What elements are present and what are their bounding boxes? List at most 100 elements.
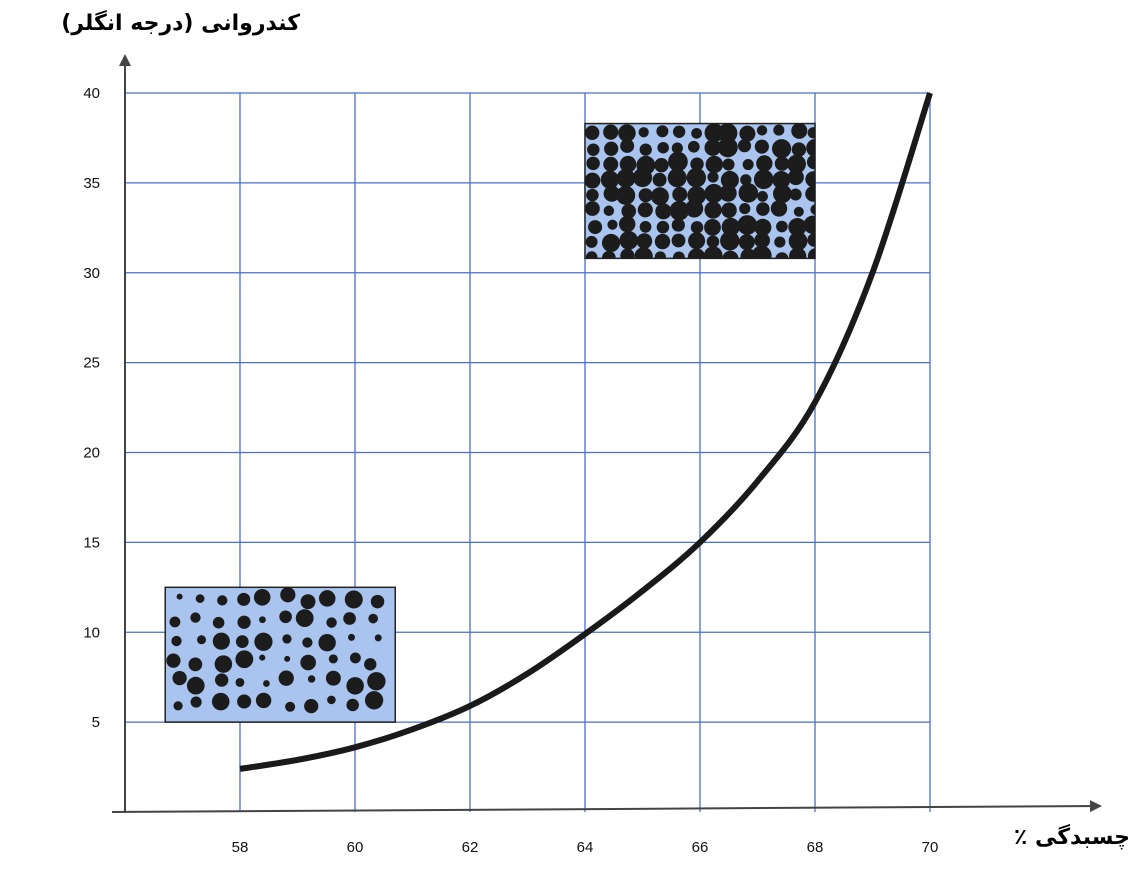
- aggregate-particle: [346, 698, 359, 712]
- aggregate-particle: [756, 155, 773, 172]
- aggregate-particle: [304, 699, 319, 714]
- aggregate-particle: [739, 202, 751, 215]
- aggregate-particle: [806, 154, 815, 170]
- aggregate-particle: [237, 694, 252, 709]
- aggregate-particle: [672, 251, 685, 259]
- aggregate-particle: [254, 632, 273, 651]
- aggregate-particle: [774, 236, 786, 248]
- aggregate-particle: [634, 247, 653, 259]
- aggregate-particle: [318, 633, 336, 652]
- aggregate-particle: [364, 691, 384, 710]
- y-tick-label: 35: [83, 175, 100, 192]
- aggregate-particle: [190, 612, 201, 623]
- aggregate-particle: [632, 167, 653, 188]
- aggregate-particle: [654, 233, 671, 250]
- aggregate-particle: [639, 221, 652, 233]
- y-tick-label: 30: [83, 265, 100, 282]
- aggregate-particle: [173, 701, 183, 711]
- aggregate-particle: [807, 248, 815, 259]
- aggregate-particle: [672, 186, 688, 202]
- aggregate-particle: [607, 219, 618, 230]
- aggregate-particle: [195, 594, 205, 603]
- aggregate-particle: [705, 155, 724, 174]
- aggregate-particle: [619, 231, 639, 250]
- aggregate-particle: [374, 634, 382, 642]
- aggregate-particle: [703, 246, 723, 259]
- aggregate-particle: [656, 220, 670, 234]
- y-tick-label: 40: [83, 85, 100, 102]
- aggregate-particle: [754, 232, 771, 249]
- aggregate-particle: [788, 231, 808, 251]
- aggregate-particle: [603, 124, 619, 140]
- aggregate-particle: [585, 125, 600, 140]
- aggregate-particle: [186, 676, 205, 695]
- aggregate-particle: [756, 202, 770, 216]
- aggregate-particle: [601, 250, 616, 259]
- aggregate-particle: [805, 171, 815, 188]
- aggregate-particle: [217, 595, 228, 606]
- aggregate-particle: [720, 170, 739, 190]
- y-tick-label: 20: [83, 445, 100, 462]
- series-curve: [239, 92, 933, 772]
- aggregate-particle: [771, 139, 792, 159]
- aggregate-particle: [285, 701, 296, 712]
- aggregate-particle: [721, 202, 737, 218]
- aggregate-particle: [650, 187, 669, 206]
- aggregate-particle: [805, 186, 815, 202]
- x-tick-label: 70: [922, 839, 939, 856]
- aggregate-particle: [654, 157, 669, 173]
- aggregate-particle: [618, 124, 636, 142]
- aggregate-particle: [616, 185, 636, 205]
- aggregate-particle: [196, 635, 207, 645]
- aggregate-particle: [636, 233, 653, 249]
- tick-labels: 58 60 62 64 66 68 70 5 10 15 20 25 30 35 40: [83, 85, 938, 856]
- aggregate-particle: [738, 234, 755, 251]
- aggregate-particle: [788, 218, 807, 237]
- aggregate-particle: [300, 594, 316, 610]
- aggregate-particle: [616, 168, 636, 188]
- aggregate-particle: [603, 185, 620, 202]
- aggregate-particle: [789, 247, 807, 259]
- aggregate-particle: [810, 204, 815, 215]
- aggregate-particle: [806, 138, 815, 157]
- aggregate-particle: [328, 654, 338, 664]
- aggregate-particle: [237, 615, 251, 629]
- aggregate-particle: [690, 221, 704, 234]
- aggregate-particle: [753, 169, 774, 190]
- aggregate-particle: [656, 125, 669, 138]
- aggregate-particle: [757, 190, 768, 202]
- aggregate-particle: [717, 123, 738, 143]
- aggregate-particle: [176, 593, 183, 600]
- aggregate-particle: [600, 170, 619, 189]
- aggregate-particle: [621, 203, 637, 219]
- aggregate-particle: [791, 142, 807, 157]
- dense-packing-illustration: [584, 122, 816, 260]
- aggregate-particle: [637, 202, 653, 218]
- aggregate-particle: [688, 232, 706, 250]
- aggregate-particle: [772, 184, 792, 204]
- aggregate-particle: [704, 123, 724, 143]
- aggregate-particle: [754, 218, 772, 236]
- aggregate-particle: [740, 174, 752, 186]
- aggregate-particle: [171, 635, 182, 647]
- aggregate-particle: [586, 188, 599, 202]
- aggregate-particle: [318, 590, 336, 607]
- y-tick-label: 15: [83, 534, 100, 551]
- aggregate-particle: [774, 156, 790, 171]
- aggregate-particle: [211, 692, 230, 711]
- x-tick-label: 68: [807, 839, 824, 856]
- aggregate-particle: [585, 172, 601, 189]
- aggregate-particle: [671, 142, 683, 154]
- aggregate-particle: [326, 617, 337, 628]
- aggregate-particle: [325, 670, 341, 686]
- aggregate-particle: [620, 138, 635, 153]
- aggregate-particle: [704, 139, 721, 156]
- y-axis-title: کندروانی (درجه انگلر): [61, 9, 300, 36]
- aggregate-particle: [619, 155, 637, 173]
- aggregate-particle: [284, 655, 291, 662]
- aggregate-particle: [737, 215, 758, 235]
- aggregate-particle: [259, 654, 266, 661]
- aggregate-particle: [368, 613, 379, 624]
- x-tick-label: 66: [692, 839, 709, 856]
- aggregate-particle: [307, 675, 316, 683]
